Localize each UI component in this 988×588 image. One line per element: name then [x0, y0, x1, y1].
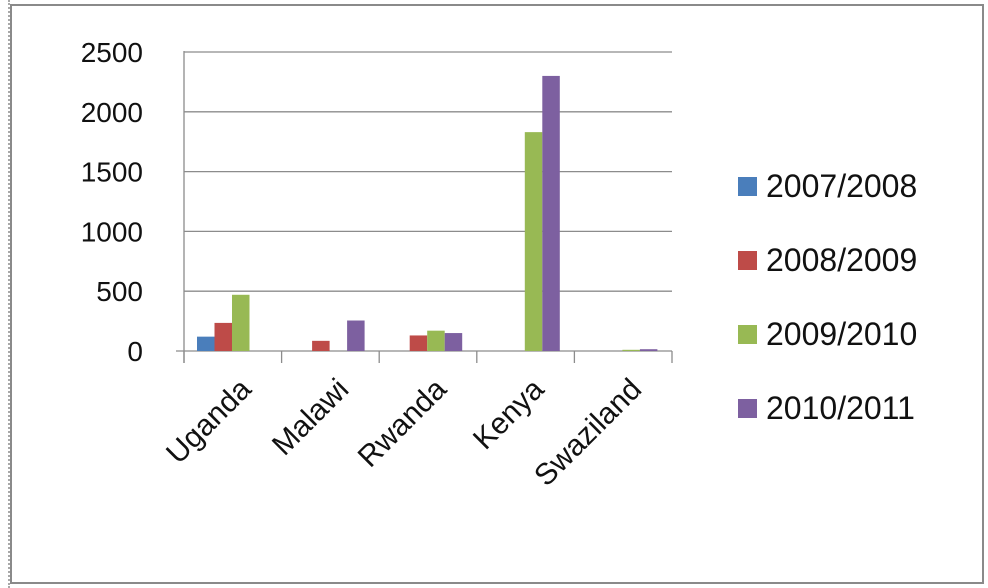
- bar-2008-2009-rwanda: [409, 335, 428, 351]
- y-tick-label: 2500: [81, 37, 143, 68]
- category-label-malawi: Malawi: [266, 373, 355, 462]
- legend-label: 2009/2010: [766, 316, 917, 352]
- legend-swatch: [738, 325, 757, 344]
- legend-swatch: [738, 251, 757, 270]
- y-tick-label: 0: [127, 336, 143, 367]
- bar-2010-2011-swaziland: [639, 349, 658, 351]
- bar-2010-2011-malawi: [347, 320, 365, 351]
- bar-2010-2011-rwanda: [444, 333, 463, 351]
- bar-2009-2010-kenya: [524, 132, 543, 351]
- y-tick-label: 2000: [81, 97, 143, 128]
- chart-border: [10, 4, 984, 584]
- bar-2009-2010-swaziland: [622, 349, 640, 351]
- bar-2007-2008-uganda: [197, 336, 215, 351]
- legend-label: 2010/2011: [766, 390, 915, 426]
- bar-2008-2009-malawi: [312, 340, 330, 351]
- legend-label: 2007/2008: [766, 168, 917, 204]
- bar-2008-2009-uganda: [214, 322, 232, 351]
- category-label-rwanda: Rwanda: [352, 372, 453, 473]
- legend-swatch: [738, 399, 757, 418]
- bar-2009-2010-rwanda: [427, 330, 445, 351]
- y-tick-label: 500: [96, 276, 143, 307]
- category-label-swaziland: Swaziland: [528, 373, 648, 493]
- legend-swatch: [738, 177, 757, 196]
- y-tick-label: 1500: [81, 157, 143, 188]
- bar-2010-2011-kenya: [542, 75, 560, 352]
- category-label-kenya: Kenya: [467, 372, 551, 456]
- category-label-uganda: Uganda: [160, 372, 258, 470]
- y-tick-label: 1000: [81, 216, 143, 247]
- left-dotted-border: [0, 0, 10, 588]
- legend-label: 2008/2009: [766, 242, 917, 278]
- bar-2009-2010-uganda: [232, 294, 250, 351]
